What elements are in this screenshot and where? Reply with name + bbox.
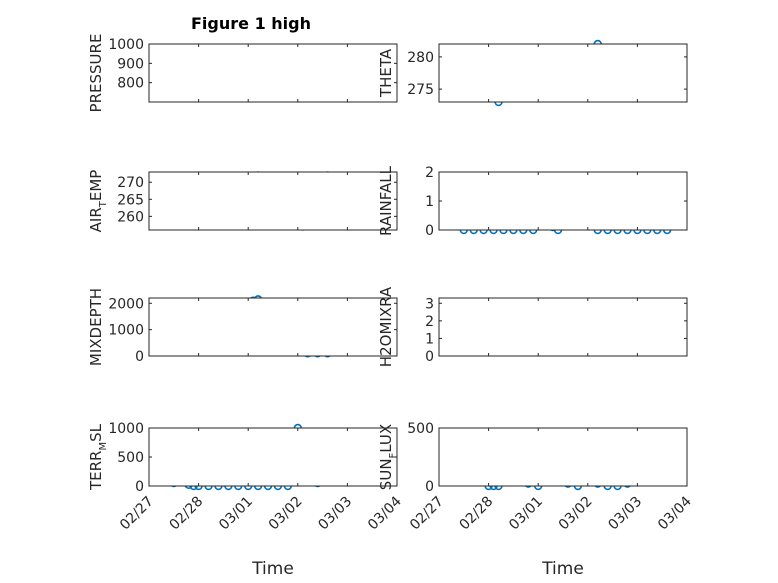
subplot-sun_flux: 02/27 02/28 03/01 03/02 03/03 03/040500SUNFLU… [377,421,695,579]
y-tick-label: 0 [135,479,144,495]
y-tick-label: 0 [135,349,144,365]
y-axis-label: MIXDEPTH [87,288,105,366]
y-tick-label: 2 [425,314,434,330]
y-tick-label: 3 [425,296,434,312]
axes-box [438,297,688,357]
y-axis-label: RAINFALL [377,165,395,236]
y-tick-label: 1000 [108,323,144,339]
y-tick-label: 1000 [108,37,144,53]
axes-box [148,297,398,357]
axes-box [438,43,688,103]
y-tick-label: 275 [407,82,434,98]
y-tick-label: 270 [117,175,144,191]
y-axis-label: H2OMIXRA [377,286,395,367]
y-axis-label-subscript: M [98,442,109,451]
y-axis-label: AIRTEMP [87,170,109,233]
axes-box [438,171,688,231]
y-tick-label: 0 [425,349,434,365]
axes-box [148,43,398,103]
y-tick-label: 0 [425,479,434,495]
y-tick-label: 265 [117,192,144,208]
x-axis-label: Time [251,559,294,579]
y-axis-label: PRESSURE [87,34,105,113]
y-tick-label: 260 [117,209,144,225]
y-tick-label: 1 [425,331,434,347]
y-tick-label: 1000 [108,421,144,437]
y-tick-label: 280 [407,50,434,66]
axes-box [438,427,688,487]
subplot-terr_msl: 02/27 02/28 03/01 03/02 03/03 03/0405001000TE… [87,421,405,579]
y-axis-label-main: AIR [87,207,105,232]
axes-box [148,427,398,487]
y-axis-label-main: TERR [87,451,105,492]
y-tick-label: 500 [117,450,144,466]
y-tick-label: 800 [117,76,144,92]
y-tick-label: 1 [425,194,434,210]
y-axis-label-subscript: F [388,452,399,458]
y-tick-label: 2 [425,165,434,181]
y-tick-label: 0 [425,223,434,239]
subplot-rainfall: 0 1 2 RAINFALL [377,165,688,239]
subplot-h2omixra: 0 12 3 H2OMIXRA [377,286,688,367]
figure-title: Figure 1 high [191,14,311,33]
axes-box [148,171,398,231]
subplot-theta: 275 280 THETA [377,39,688,107]
x-axis-label: Time [541,559,584,579]
y-tick-label: 500 [407,421,434,437]
y-axis-label-rest: EMP [87,170,105,201]
y-axis-label-main: SUN [377,458,395,490]
y-axis-label: TERRMSL [87,423,109,491]
y-axis-label-rest: LUX [377,424,395,453]
y-axis-label: SUNFLUX [377,424,399,490]
y-tick-label: 2000 [108,296,144,312]
y-axis-label-rest: SL [87,423,105,442]
y-axis-label-subscript: T [98,200,109,208]
y-axis-label: THETA [377,48,395,98]
y-tick-label: 900 [117,56,144,72]
